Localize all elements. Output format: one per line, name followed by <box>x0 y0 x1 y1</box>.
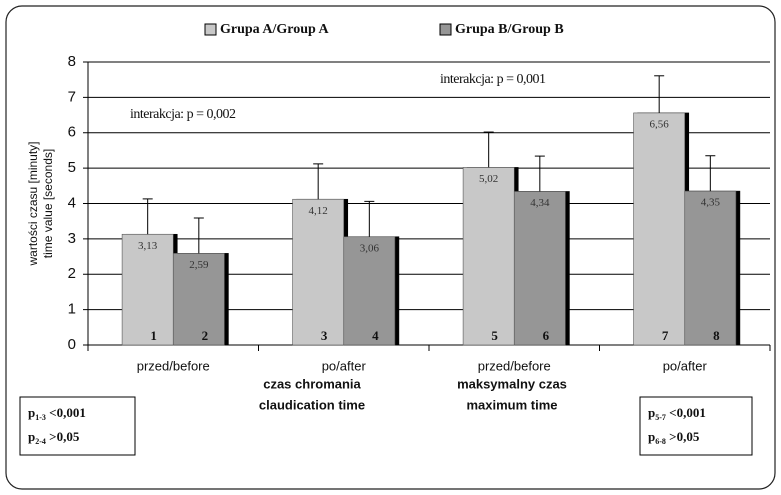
y-tick-label: 7 <box>68 88 76 105</box>
bar-number: 6 <box>543 328 550 343</box>
bar-number: 7 <box>662 328 669 343</box>
value-label: 4,12 <box>309 205 328 217</box>
y-tick-label: 1 <box>68 301 76 318</box>
bar-number: 1 <box>150 328 157 343</box>
stats-part: p <box>648 429 655 444</box>
legend-label: Grupa A/Group A <box>220 22 330 37</box>
bar-number: 3 <box>321 328 328 343</box>
value-label: 3,06 <box>360 242 380 254</box>
stats-part: p <box>28 429 35 444</box>
y-tick-label: 8 <box>68 53 76 70</box>
error-bar <box>193 217 204 254</box>
error-bar <box>142 198 153 235</box>
bar <box>513 191 566 346</box>
stats-line: p2-4 >0,05 <box>28 429 80 446</box>
y-axis-label: wartości czasu [minuty] <box>26 141 40 266</box>
bar <box>633 112 686 346</box>
bar-number: 4 <box>372 328 379 343</box>
stats-line: p5-7 <0,001 <box>648 405 706 422</box>
x-tick-label: przed/before <box>137 358 210 373</box>
group-label: czas chromania <box>263 376 361 391</box>
group-label: maksymalny czas <box>457 376 567 391</box>
y-tick-label: 2 <box>68 265 76 282</box>
value-label: 5,02 <box>479 173 498 185</box>
value-label: 4,35 <box>701 197 721 209</box>
group-label: maximum time <box>466 397 557 412</box>
bar <box>172 253 225 346</box>
stats-part: 6-8 <box>655 437 666 446</box>
stats-box <box>639 396 753 456</box>
y-tick-label: 4 <box>68 194 76 211</box>
error-bar <box>483 131 494 168</box>
stats-part: p <box>28 405 35 420</box>
bar <box>292 198 345 346</box>
y-tick-label: 3 <box>68 230 76 247</box>
x-tick-label: po/after <box>663 358 708 373</box>
stats-line: p1-3 <0,001 <box>28 405 86 422</box>
bar <box>462 167 515 346</box>
y-tick-label: 6 <box>68 124 76 141</box>
value-label: 2,59 <box>189 259 209 271</box>
legend-swatch <box>439 23 452 36</box>
stats-part: 2-4 <box>35 437 46 446</box>
y-tick-label: 5 <box>68 159 76 176</box>
y-axis-label: time value [seconds] <box>41 149 55 258</box>
stats-part: 1-3 <box>35 413 46 422</box>
stats-part: 5-7 <box>655 413 666 422</box>
legend-swatch <box>204 23 217 36</box>
group-label: claudication time <box>259 397 365 412</box>
annotation: interakcja: p = 0,001 <box>440 72 546 87</box>
value-label: 6,56 <box>650 118 670 130</box>
error-bar <box>364 200 375 237</box>
legend-label: Grupa B/Group B <box>455 22 564 37</box>
error-bar <box>313 163 324 200</box>
stats-line: p6-8 >0,05 <box>648 429 700 446</box>
bar-number: 2 <box>202 328 209 343</box>
bar-number: 8 <box>713 328 720 343</box>
value-label: 4,34 <box>530 197 550 209</box>
annotation: interakcja: p = 0,002 <box>130 107 236 122</box>
stats-part: <0,001 <box>666 405 706 420</box>
bar <box>684 190 737 346</box>
value-label: 3,13 <box>138 240 158 252</box>
x-tick-label: po/after <box>322 358 367 373</box>
stats-box <box>19 396 136 456</box>
x-tick-label: przed/before <box>478 358 551 373</box>
stats-part: p <box>648 405 655 420</box>
y-tick-label: 0 <box>68 336 76 353</box>
bar-number: 5 <box>491 328 498 343</box>
stats-part: >0,05 <box>46 429 80 444</box>
error-bar <box>534 155 545 192</box>
stats-part: >0,05 <box>666 429 700 444</box>
error-bar <box>705 155 716 192</box>
error-bar <box>654 75 665 113</box>
stats-part: <0,001 <box>46 405 86 420</box>
bar <box>343 236 396 346</box>
